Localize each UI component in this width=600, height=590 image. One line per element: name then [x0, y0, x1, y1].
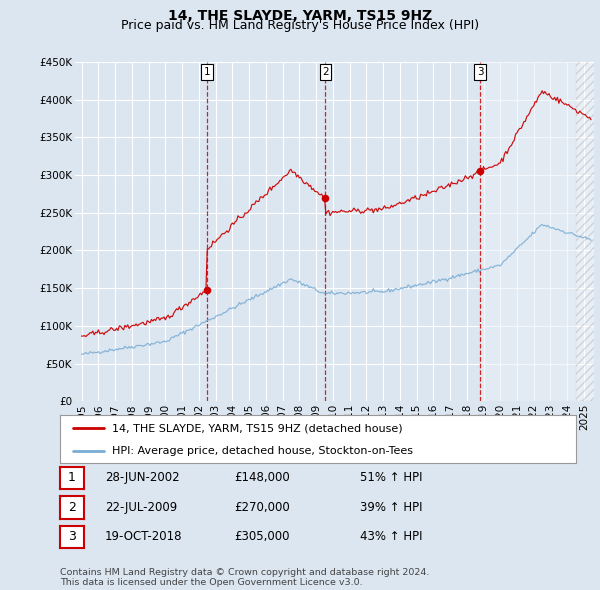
Point [320, 193, 330, 202]
Text: 3: 3 [68, 530, 76, 543]
Text: 2: 2 [68, 501, 76, 514]
Text: Contains HM Land Registry data © Crown copyright and database right 2024.
This d: Contains HM Land Registry data © Crown c… [60, 568, 430, 587]
Text: HPI: Average price, detached house, Stockton-on-Tees: HPI: Average price, detached house, Stoc… [112, 446, 413, 456]
Text: 19-OCT-2018: 19-OCT-2018 [105, 530, 182, 543]
Text: 1: 1 [204, 67, 211, 77]
Text: 43% ↑ HPI: 43% ↑ HPI [360, 530, 422, 543]
Point [202, 285, 212, 294]
Text: £148,000: £148,000 [234, 471, 290, 484]
Text: £305,000: £305,000 [234, 530, 290, 543]
Text: 28-JUN-2002: 28-JUN-2002 [105, 471, 179, 484]
Point [475, 166, 485, 176]
Text: 22-JUL-2009: 22-JUL-2009 [105, 501, 177, 514]
Text: Price paid vs. HM Land Registry's House Price Index (HPI): Price paid vs. HM Land Registry's House … [121, 19, 479, 32]
Text: 51% ↑ HPI: 51% ↑ HPI [360, 471, 422, 484]
Text: 39% ↑ HPI: 39% ↑ HPI [360, 501, 422, 514]
Text: 1: 1 [68, 471, 76, 484]
Text: 3: 3 [477, 67, 484, 77]
Text: 14, THE SLAYDE, YARM, TS15 9HZ (detached house): 14, THE SLAYDE, YARM, TS15 9HZ (detached… [112, 423, 402, 433]
Text: 2: 2 [322, 67, 329, 77]
Text: £270,000: £270,000 [234, 501, 290, 514]
Text: 14, THE SLAYDE, YARM, TS15 9HZ: 14, THE SLAYDE, YARM, TS15 9HZ [168, 9, 432, 23]
